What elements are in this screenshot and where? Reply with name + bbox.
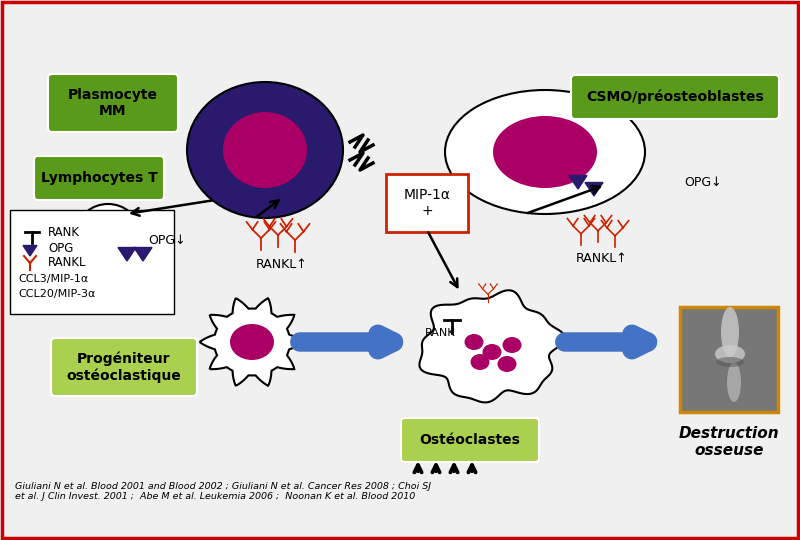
- Ellipse shape: [493, 116, 597, 188]
- Bar: [680, 307, 778, 412]
- Text: OPG↓: OPG↓: [684, 176, 722, 188]
- FancyBboxPatch shape: [34, 156, 164, 200]
- Polygon shape: [200, 298, 305, 386]
- Text: RANKL: RANKL: [48, 256, 86, 269]
- Text: CCL3/MIP-1α: CCL3/MIP-1α: [18, 274, 88, 284]
- Ellipse shape: [445, 90, 645, 214]
- Ellipse shape: [92, 217, 124, 243]
- Text: Ostéoclastes: Ostéoclastes: [419, 433, 521, 447]
- Ellipse shape: [727, 362, 741, 402]
- FancyBboxPatch shape: [10, 210, 174, 314]
- Ellipse shape: [482, 344, 502, 360]
- Polygon shape: [419, 291, 565, 402]
- Ellipse shape: [223, 112, 307, 188]
- Text: OPG↓: OPG↓: [148, 233, 186, 246]
- FancyBboxPatch shape: [401, 418, 539, 462]
- Ellipse shape: [230, 324, 274, 360]
- Ellipse shape: [78, 204, 138, 256]
- Ellipse shape: [465, 334, 483, 350]
- Text: Destruction
osseuse: Destruction osseuse: [678, 426, 779, 458]
- Ellipse shape: [470, 354, 490, 370]
- Ellipse shape: [498, 356, 517, 372]
- Text: MIP-1α
+: MIP-1α +: [403, 188, 450, 218]
- Text: RANK: RANK: [48, 226, 80, 239]
- Ellipse shape: [187, 82, 343, 218]
- Polygon shape: [569, 176, 587, 189]
- Polygon shape: [585, 183, 603, 196]
- Ellipse shape: [721, 307, 739, 357]
- Text: RANKL↑: RANKL↑: [256, 258, 308, 271]
- Text: CSMO/préosteoblastes: CSMO/préosteoblastes: [586, 90, 764, 104]
- Text: OPG: OPG: [48, 242, 74, 255]
- FancyBboxPatch shape: [51, 338, 197, 396]
- Text: Plasmocyte
MM: Plasmocyte MM: [68, 87, 158, 118]
- Ellipse shape: [716, 357, 744, 367]
- Polygon shape: [118, 247, 136, 261]
- Text: RANKL↑: RANKL↑: [576, 252, 628, 265]
- Polygon shape: [23, 246, 37, 256]
- Ellipse shape: [502, 337, 522, 353]
- FancyBboxPatch shape: [386, 174, 468, 232]
- Polygon shape: [134, 247, 152, 261]
- Text: RANK: RANK: [425, 328, 455, 338]
- Ellipse shape: [715, 345, 745, 363]
- Text: Lymphocytes T: Lymphocytes T: [41, 171, 158, 185]
- FancyBboxPatch shape: [571, 75, 779, 119]
- Text: CCL20/MIP-3α: CCL20/MIP-3α: [18, 289, 95, 299]
- FancyBboxPatch shape: [48, 74, 178, 132]
- Text: Giuliani N et al. Blood 2001 and Blood 2002 ; Giuliani N et al. Cancer Res 2008 : Giuliani N et al. Blood 2001 and Blood 2…: [15, 482, 431, 502]
- Text: Progéniteur
ostéoclastique: Progéniteur ostéoclastique: [66, 351, 182, 383]
